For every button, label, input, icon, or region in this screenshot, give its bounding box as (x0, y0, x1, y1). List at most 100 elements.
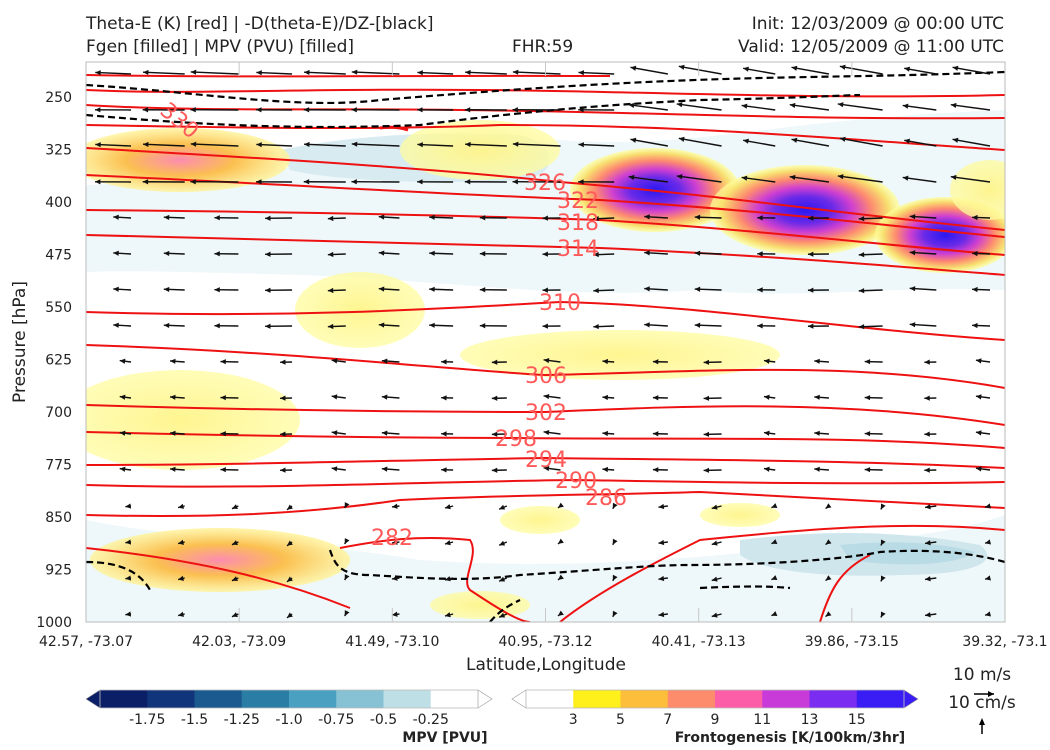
wind-vector-head (791, 137, 798, 143)
wind-vector-head (304, 69, 310, 76)
stability-line-lower-4 (489, 599, 521, 622)
wind-vector-head (491, 359, 498, 365)
wind-vector-head (644, 214, 650, 220)
wind-vector (837, 175, 883, 183)
wind-vector-head (628, 174, 635, 181)
wind-vector (417, 71, 454, 75)
theta-e-line-318 (86, 209, 1005, 256)
y-tick-label: 625 (45, 353, 72, 369)
wind-vector-head (703, 467, 710, 473)
wind-vector-head (985, 503, 991, 509)
wind-vector (630, 138, 668, 147)
wind-vector-head (864, 395, 871, 401)
wind-vector-head (694, 286, 701, 292)
fgen-colorbar-tick: 7 (663, 712, 672, 728)
theta-e-line-282 (339, 537, 531, 622)
wind-vector-head (119, 358, 126, 364)
wind-vector (678, 65, 722, 75)
wind-vector-head (703, 395, 710, 401)
wind-vector-head (711, 576, 718, 582)
wind-vector-head (814, 358, 820, 364)
wind-vector-head (327, 251, 334, 258)
wind-vector-head (880, 539, 886, 546)
wind-vector-head (256, 107, 262, 113)
wind-vector-head (381, 430, 388, 436)
wind-vector-head (602, 358, 609, 365)
wind-reference-arrowhead-horizontal (988, 691, 994, 697)
wind-vector-head (789, 102, 796, 109)
y-tick-label: 925 (45, 563, 72, 579)
wind-vector-head (125, 611, 132, 617)
wind-vector (465, 71, 507, 75)
wind-vector-head (630, 137, 637, 143)
mpv-colorbar-tick: -1.75 (129, 712, 165, 728)
y-tick-label: 550 (45, 300, 72, 316)
wind-vector-head (344, 538, 350, 545)
wind-vector-head (644, 322, 650, 328)
wind-reference: 10 m/s 10 cm/s (948, 665, 1016, 734)
wind-vector-head (163, 322, 170, 329)
mpv-colorbar-swatch (100, 690, 148, 708)
wind-vector (791, 66, 830, 75)
wind-vector-head (391, 575, 398, 581)
wind-vector-head (925, 540, 931, 546)
wind-vector-head (678, 64, 685, 70)
wind-vector (256, 143, 293, 147)
theta-e-contour-label: 302 (525, 401, 567, 426)
wind-vector-head (676, 102, 683, 108)
wind-vector (743, 67, 776, 75)
wind-vector (791, 138, 830, 147)
fgen-colorbar-tick: 15 (848, 712, 866, 728)
wind-vector-head (327, 215, 334, 222)
wind-vector-head (378, 214, 385, 220)
wind-vector-head (479, 215, 486, 221)
mpv-colorbar-swatch (241, 690, 290, 708)
fgen-colorbar-title: Frontogenesis [K/100km/3hr] (675, 730, 905, 746)
fgen-colorbar-swatch (856, 690, 905, 708)
wind-vector-head (909, 214, 916, 220)
theta-e-line-306 (86, 344, 1005, 389)
wind-vector (465, 143, 507, 147)
wind-vector (578, 71, 615, 75)
wind-vector (950, 104, 991, 111)
wind-vector-head (214, 287, 220, 293)
wind-vector-head (578, 70, 584, 76)
wind-vector-head (512, 107, 518, 113)
wind-vector-head (791, 65, 798, 71)
wind-vector-head (807, 323, 814, 329)
wind-vector-head (542, 251, 548, 257)
wind-vector-head (902, 175, 909, 181)
x-tick-label: 40.95, -73.12 (498, 634, 592, 650)
wind-vector (417, 143, 454, 147)
wind-vector-head (444, 612, 451, 618)
wind-vector-head (265, 251, 271, 257)
wind-vector-head (417, 142, 423, 148)
wind-vector-head (557, 502, 564, 508)
wind-vector-head (441, 431, 447, 437)
wind-vector-head (512, 179, 518, 185)
wind-vector-head (417, 70, 423, 76)
wind-vector (630, 66, 668, 75)
wind-vector-head (256, 70, 262, 76)
wind-vector-head (972, 322, 978, 329)
y-tick-label: 250 (45, 90, 72, 106)
title-line-1: Theta-E (K) [red] | -D(theta-E)/DZ-[blac… (86, 14, 434, 34)
wind-vector (837, 103, 883, 111)
wind-vector-head (652, 359, 659, 365)
wind-vector-head (256, 179, 262, 185)
wind-vector-head (280, 431, 286, 437)
wind-vector-head (658, 611, 665, 618)
wind-vector-head (441, 395, 447, 401)
wind-vector-head (351, 107, 357, 113)
wind-vector (578, 143, 615, 147)
fgen-colorbar-extend-low (511, 689, 527, 709)
theta-e-line-280 (819, 554, 871, 622)
wind-vector-head (593, 287, 599, 294)
theta-e-line-284 (559, 524, 1005, 622)
wind-vector-head (909, 322, 916, 328)
wind-vector (304, 143, 346, 147)
wind-vector-head (378, 250, 385, 256)
x-axis-ticks: 42.57, -73.07 42.03, -73.09 41.49, -73.10 4… (39, 634, 1048, 650)
wind-vector-head (95, 70, 101, 76)
mpv-colorbar: -1.75 -1.5 -1.25 -1.0 -0.75 -0.5 -0.25 (85, 689, 493, 728)
